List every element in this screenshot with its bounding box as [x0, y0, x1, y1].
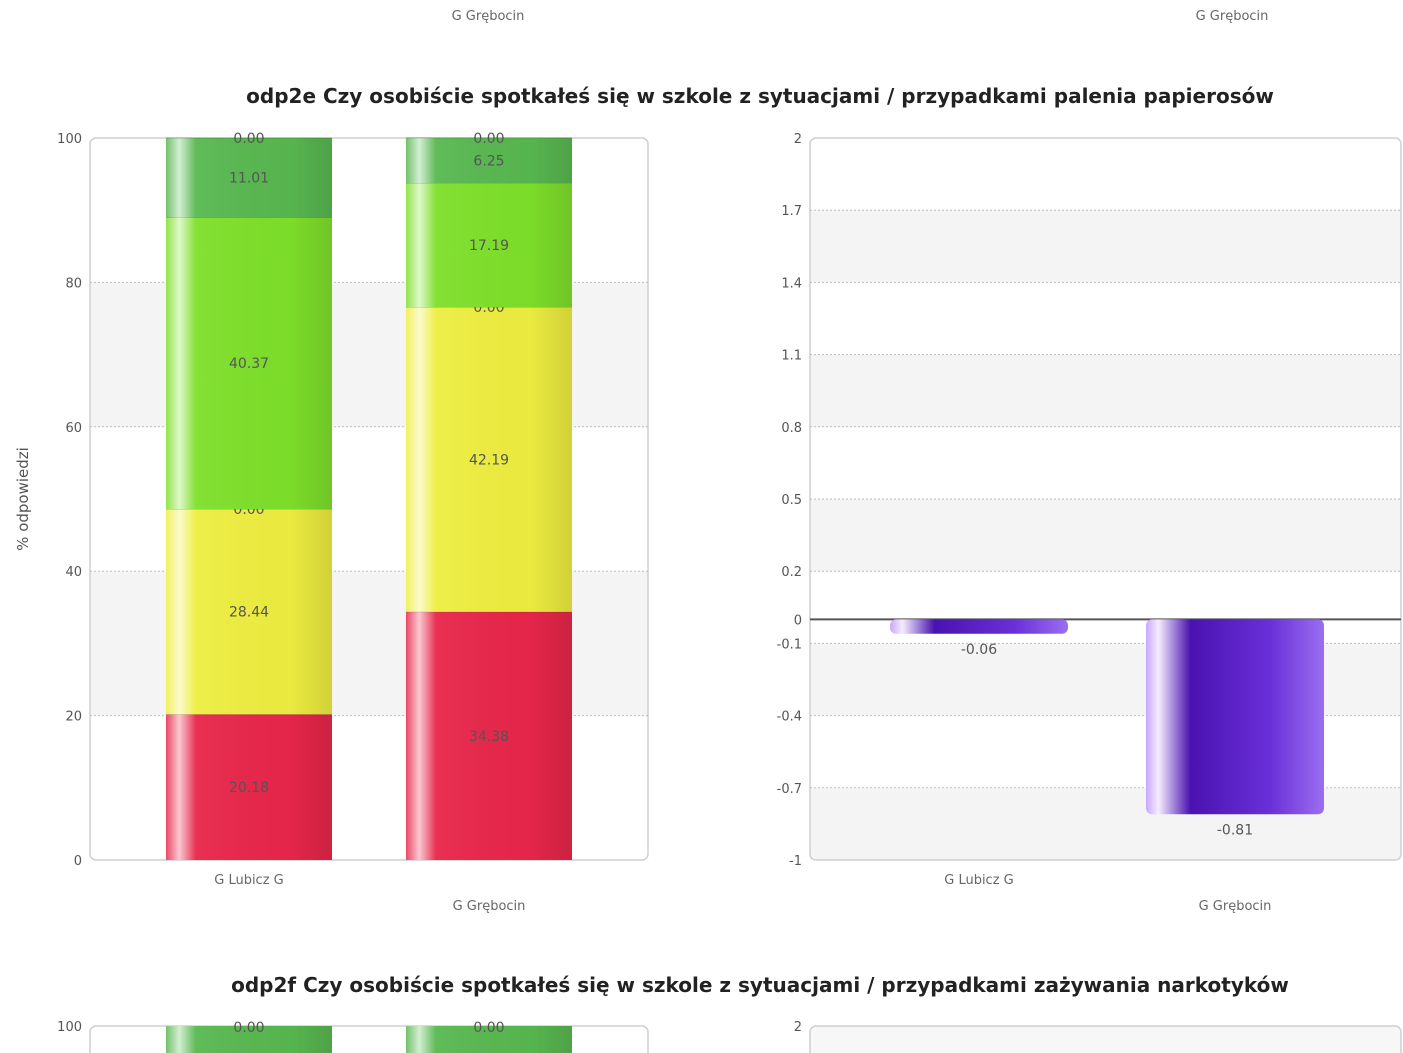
y-tick-label: 100	[57, 1020, 82, 1035]
mean-bar	[1146, 619, 1324, 815]
y-tick-label: -0.1	[777, 637, 802, 652]
bar-value-label: -0.81	[1217, 822, 1253, 838]
plot-frame	[89, 1025, 649, 1053]
segment-value-label: 28.44	[229, 605, 269, 621]
y-tick-label: 0.2	[781, 565, 802, 580]
y-tick-label: 2	[794, 1020, 802, 1035]
segment-value-label: 0.00	[473, 131, 504, 147]
plot-band	[810, 210, 1401, 283]
y-tick-label: -0.7	[777, 782, 802, 797]
category-label: G Lubicz G	[944, 873, 1014, 888]
stacked-bar-chart-odp2e: 0 20 40 60 80 100 % odpowiedzi 20.18 28.44 0.00 40…	[14, 131, 649, 914]
bar-segment-gloss	[406, 1026, 572, 1053]
plot-band	[810, 354, 1401, 427]
category-label: G Grębocin	[453, 899, 526, 914]
chart-title-odp2f: odp2f Czy osobiście spotkałeś się w szko…	[231, 973, 1289, 997]
segment-value-label: 6.25	[473, 153, 504, 169]
bar-segment-gloss	[406, 307, 572, 612]
y-tick-label: 2	[794, 132, 802, 147]
bar-segment-gloss	[406, 183, 572, 308]
y-tick-label: 0	[794, 613, 802, 628]
y-tick-label: 40	[65, 565, 82, 580]
bar-segment-gloss	[166, 217, 332, 509]
y-tick-label: -1	[789, 854, 802, 869]
prev-category-label-1: G Grębocin	[452, 9, 525, 24]
bar-segment-gloss	[406, 137, 572, 184]
mean-bar	[890, 619, 1068, 634]
bar-segment-gloss	[166, 714, 332, 860]
y-tick-label: 1.4	[781, 276, 802, 291]
y-tick-label: 1.1	[781, 349, 802, 364]
segment-value-label: 34.38	[469, 729, 509, 745]
segment-value-label: 42.19	[469, 452, 509, 468]
bar-segment-gloss	[406, 611, 572, 860]
prev-category-label-2: G Grębocin	[1196, 9, 1269, 24]
y-tick-label: 0.5	[781, 493, 802, 508]
segment-value-label: 0.00	[473, 1020, 504, 1036]
plot-frame	[89, 137, 649, 861]
segment-value-label: 0.00	[233, 131, 264, 147]
bar-value-label: -0.06	[961, 642, 997, 658]
y-tick-label: 0	[74, 854, 82, 869]
segment-value-label: 20.18	[229, 780, 269, 796]
segment-value-label: 40.37	[229, 356, 269, 372]
y-tick-label: 0.8	[781, 421, 802, 436]
y-tick-label: 20	[65, 710, 82, 725]
y-tick-label: 100	[57, 132, 82, 147]
mean-bar-chart-odp2e: -1 -0.7 -0.4 -0.1 0 0.2 0.5 0.8 1.1 1.4 1.7 2 -0.06 G…	[777, 132, 1402, 914]
segment-value-label: 17.19	[469, 238, 509, 254]
category-label: G Lubicz G	[214, 873, 284, 888]
plot-band	[810, 499, 1401, 572]
bar-segment-gloss	[166, 508, 332, 715]
y-tick-label: -0.4	[777, 710, 802, 725]
chart-title-odp2e: odp2e Czy osobiście spotkałeś się w szko…	[246, 84, 1274, 108]
segment-value-label: 0.00	[233, 1020, 264, 1036]
plot-frame	[809, 1025, 1402, 1053]
chart-odp2f-partial: 100 0.00 0.00 2	[57, 1020, 1402, 1053]
category-label: G Grębocin	[1199, 899, 1272, 914]
y-tick-label: 80	[65, 276, 82, 291]
bar-segment-gloss	[166, 1026, 332, 1053]
y-axis-label: % odpowiedzi	[14, 447, 32, 551]
y-tick-label: 1.7	[781, 204, 802, 219]
segment-value-label: 11.01	[229, 171, 269, 187]
bar-segment-gloss	[166, 138, 332, 218]
y-tick-label: 60	[65, 421, 82, 436]
